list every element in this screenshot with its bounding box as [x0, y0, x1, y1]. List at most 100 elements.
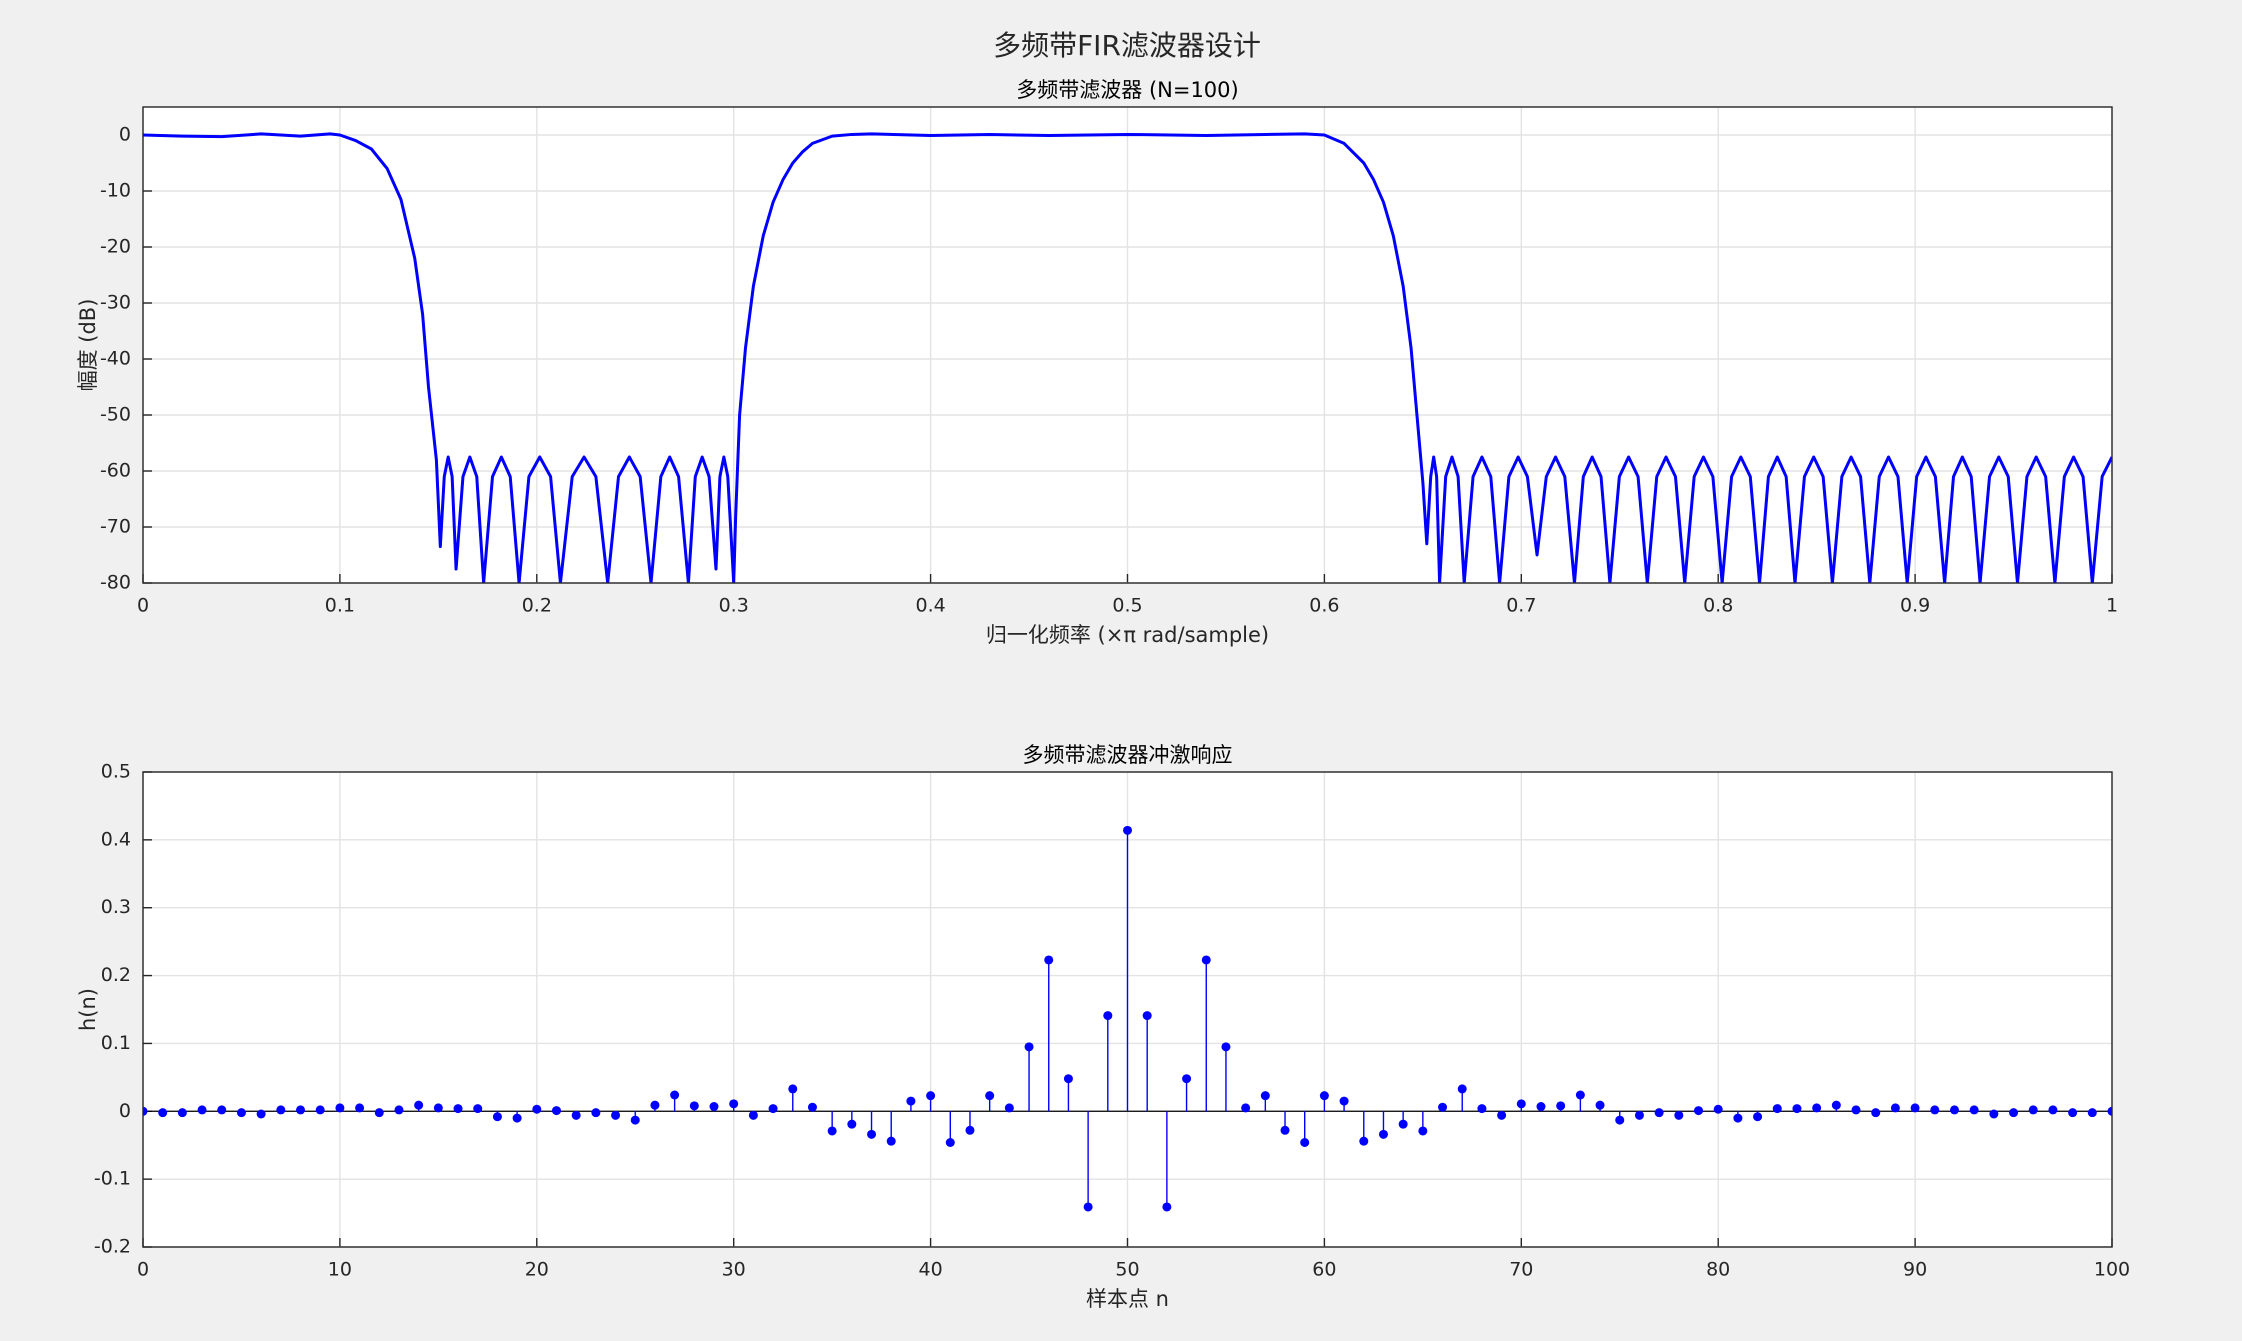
stem-marker: [1044, 955, 1054, 965]
plot-area: [143, 132, 2112, 583]
x-tick-label: 40: [919, 1259, 943, 1281]
stem-marker: [2028, 1105, 2038, 1115]
stem-marker: [1733, 1113, 1743, 1123]
x-tick-label: 100: [2094, 1259, 2130, 1281]
y-tick-label: -10: [100, 180, 131, 202]
y-tick-label: 0: [119, 124, 131, 146]
stem-marker: [1378, 1129, 1388, 1139]
x-tick-label: 0.6: [1309, 595, 1339, 617]
stem-marker: [1910, 1103, 1920, 1113]
axes-frame: [142, 771, 2113, 1248]
stem-marker: [867, 1129, 877, 1139]
x-axis-label: 样本点 n: [1086, 1287, 1169, 1311]
x-tick-label: 0.8: [1703, 595, 1733, 617]
x-tick-label: 60: [1312, 1259, 1336, 1281]
stem-marker: [1969, 1105, 1979, 1115]
y-tick-label: -0.1: [94, 1168, 131, 1190]
y-tick-label: 0: [119, 1100, 131, 1122]
stem-marker: [965, 1125, 975, 1135]
stem-marker: [1949, 1105, 1959, 1115]
stem-marker: [788, 1084, 798, 1094]
stem-marker: [729, 1099, 739, 1109]
x-axis-label: 归一化频率 (×π rad/sample): [986, 623, 1269, 647]
stem-marker: [1831, 1100, 1841, 1110]
stem-marker: [1142, 1011, 1152, 1021]
stem-marker: [611, 1110, 621, 1120]
stem-marker: [492, 1112, 502, 1122]
stem-marker: [1339, 1096, 1349, 1106]
stem-marker: [256, 1109, 266, 1119]
y-tick-label: -20: [100, 236, 131, 258]
stem-marker: [2009, 1108, 2019, 1118]
stem-marker: [847, 1119, 857, 1129]
stem-marker: [1812, 1103, 1822, 1113]
x-tick-label: 0: [137, 1259, 149, 1281]
y-axis-label: h(n): [76, 988, 100, 1031]
stem-marker: [473, 1104, 483, 1114]
y-tick-label: -80: [100, 572, 131, 594]
x-tick-label: 0: [137, 595, 149, 617]
stem-marker: [1713, 1104, 1723, 1114]
stem-marker: [1438, 1102, 1448, 1112]
stem-marker: [1792, 1104, 1802, 1114]
stem-marker: [276, 1105, 286, 1115]
y-tick-label: -50: [100, 404, 131, 426]
x-tick-label: 30: [722, 1259, 746, 1281]
stem-marker: [1300, 1138, 1310, 1147]
stem-marker: [414, 1100, 424, 1110]
stem-marker: [315, 1105, 325, 1115]
stem-marker: [335, 1103, 345, 1113]
stem-marker: [1477, 1104, 1487, 1114]
axes-title: 多频带滤波器 (N=100): [1016, 78, 1238, 102]
x-tick-label: 10: [328, 1259, 352, 1281]
stem-marker: [2107, 1106, 2112, 1116]
stem-marker: [1457, 1084, 1467, 1094]
stem-marker: [551, 1106, 561, 1116]
stem-marker: [571, 1110, 581, 1120]
stem-marker: [1024, 1042, 1034, 1052]
y-tick-label: -40: [100, 348, 131, 370]
stem-marker: [1536, 1102, 1546, 1112]
x-tick-label: 0.9: [1900, 595, 1930, 617]
y-axis-label: 幅度 (dB): [76, 299, 100, 392]
stem-marker: [296, 1105, 306, 1115]
stem-marker: [1497, 1110, 1507, 1120]
stem-marker: [453, 1104, 463, 1114]
x-tick-label: 90: [1903, 1259, 1927, 1281]
stem-marker: [709, 1102, 719, 1112]
y-tick-label: 0.4: [101, 828, 131, 850]
stem-marker: [670, 1090, 680, 1100]
stem-marker: [689, 1101, 699, 1111]
stem-marker: [906, 1096, 916, 1106]
stem-marker: [1694, 1106, 1704, 1116]
stem-marker: [1398, 1119, 1408, 1129]
stem-marker: [532, 1104, 542, 1114]
stem-marker: [945, 1138, 955, 1147]
x-tick-label: 1: [2106, 595, 2118, 617]
stem-marker: [1083, 1202, 1093, 1212]
stem-marker: [748, 1110, 758, 1120]
x-tick-label: 0.1: [325, 595, 355, 617]
stem-marker: [1634, 1110, 1644, 1120]
stem-marker: [1851, 1105, 1861, 1115]
stem-marker: [1654, 1108, 1664, 1118]
figure-title: 多频带FIR滤波器设计: [993, 29, 1261, 62]
stem-marker: [197, 1105, 207, 1115]
y-tick-label: -70: [100, 516, 131, 538]
stem-marker: [1516, 1099, 1526, 1109]
y-tick-label: 0.5: [101, 761, 131, 783]
stem-marker: [236, 1108, 246, 1118]
stem-marker: [1871, 1108, 1881, 1118]
stem-marker: [1319, 1091, 1329, 1101]
x-tick-label: 50: [1115, 1259, 1139, 1281]
y-tick-label: -30: [100, 292, 131, 314]
stem-marker: [1930, 1105, 1940, 1115]
stem-marker: [1753, 1112, 1763, 1122]
stem-marker: [177, 1108, 187, 1118]
x-tick-label: 80: [1706, 1259, 1730, 1281]
stem-marker: [591, 1108, 601, 1118]
axes-frame: [142, 106, 2113, 584]
stem-marker: [158, 1108, 168, 1118]
